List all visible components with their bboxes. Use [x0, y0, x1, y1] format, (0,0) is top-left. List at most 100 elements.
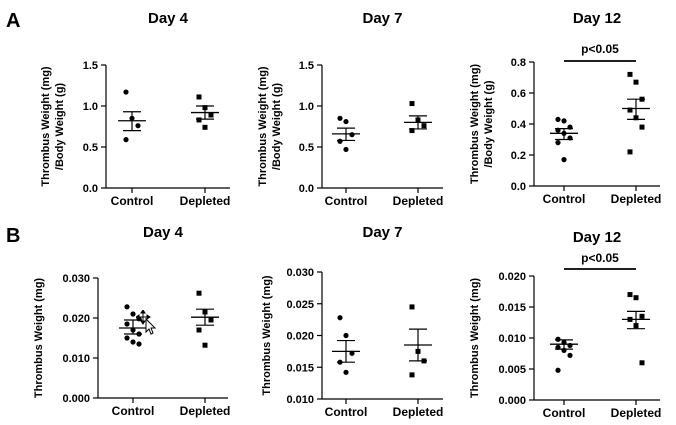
data-point — [130, 339, 136, 345]
data-point — [208, 317, 214, 323]
y-tick-label: 0.020 — [62, 313, 90, 325]
y-tick-label: 0.010 — [62, 353, 90, 365]
data-point — [627, 71, 633, 77]
data-point — [639, 360, 645, 366]
data-point — [202, 124, 208, 130]
data-point — [639, 124, 645, 130]
y-tick-label: 0.005 — [498, 364, 526, 376]
y-tick-label: 0.0 — [511, 181, 526, 193]
x-tick-label: Control — [111, 194, 154, 208]
chart-a-day7: Day 7 0.0 0.5 1.0 1.5 Control Depleted Thrombus… — [257, 10, 443, 208]
data-point — [208, 112, 214, 118]
data-point — [337, 315, 343, 321]
significance-label: p<0.05 — [581, 42, 619, 56]
data-point — [349, 132, 355, 138]
x-tick-label: Control — [543, 192, 586, 206]
data-point — [124, 321, 130, 327]
data-point — [555, 116, 561, 122]
y-tick-label: 0.4 — [511, 119, 527, 131]
chart-title: Day 12 — [573, 229, 621, 246]
y-axis-label: /Body Weight (g) — [271, 83, 283, 171]
y-axis-label: /Body Weight (g) — [483, 80, 495, 168]
chart-b-day12: Day 12 0.000 0.005 0.010 0.015 0.020 Control De… — [469, 229, 661, 420]
move-cursor-icon — [136, 310, 157, 335]
data-point — [196, 290, 202, 296]
data-point — [409, 304, 415, 310]
chart-title: Day 4 — [148, 10, 189, 27]
chart-title: Day 4 — [143, 224, 184, 241]
data-point — [343, 146, 349, 153]
data-point — [130, 311, 136, 317]
chart-a-day4: Day 4 0.0 0.5 1.0 1.5 Control Depleted Thrombus… — [40, 10, 230, 208]
x-tick-label: Depleted — [180, 194, 231, 208]
data-point — [567, 352, 573, 358]
data-point — [627, 149, 633, 155]
data-point — [421, 123, 427, 129]
x-tick-label: Control — [112, 404, 155, 418]
data-point — [627, 107, 633, 113]
y-tick-label: 0.030 — [286, 267, 314, 279]
y-tick-label: 0.030 — [62, 273, 90, 285]
x-tick-label: Control — [543, 406, 586, 420]
data-point — [337, 115, 343, 121]
y-tick-label: 0.5 — [299, 142, 314, 154]
significance-label: p<0.05 — [581, 251, 619, 265]
chart-b-day7: Day 7 0.010 0.015 0.020 0.025 0.030 Control Dep… — [261, 224, 443, 419]
data-point — [123, 89, 129, 95]
data-point — [343, 118, 349, 125]
y-tick-label: 0.025 — [286, 299, 314, 311]
data-point — [555, 140, 561, 146]
y-tick-label: 0.6 — [511, 88, 526, 100]
y-tick-label: 0.8 — [511, 57, 526, 69]
data-point — [124, 304, 130, 310]
y-tick-label: 0.010 — [498, 333, 526, 345]
data-point — [409, 101, 415, 107]
y-tick-label: 0.2 — [511, 150, 526, 162]
data-point — [633, 295, 639, 301]
y-tick-label: 0.010 — [286, 394, 314, 406]
y-tick-label: 0.000 — [498, 395, 526, 407]
data-point — [561, 118, 567, 124]
data-point — [337, 138, 343, 144]
panel-label-a: A — [6, 10, 20, 32]
x-tick-label: Depleted — [180, 404, 231, 418]
data-point — [633, 79, 639, 85]
y-axis-label: Thrombus Weight (mg) — [40, 66, 52, 187]
data-point — [343, 332, 349, 339]
data-point — [627, 292, 633, 298]
data-point — [196, 327, 202, 333]
y-tick-label: 0.0 — [83, 183, 98, 195]
y-axis-label: Thrombus Weight (mg) — [257, 66, 269, 187]
y-tick-label: 0.020 — [498, 271, 526, 283]
y-tick-label: 1.0 — [83, 101, 98, 113]
chart-b-day4: Day 4 0.000 0.010 0.020 0.030 Control Depleted… — [33, 224, 230, 418]
chart-title: Day 7 — [362, 10, 402, 27]
y-tick-label: 1.0 — [299, 101, 314, 113]
y-tick-label: 0.000 — [62, 393, 90, 405]
data-point — [124, 335, 130, 341]
x-tick-label: Depleted — [611, 406, 662, 420]
data-point — [196, 94, 202, 100]
data-point — [136, 341, 142, 347]
data-point — [409, 372, 415, 378]
data-point — [123, 137, 129, 143]
y-axis-label: Thrombus Weight (mg) — [469, 64, 481, 185]
y-tick-label: 1.5 — [299, 60, 314, 72]
data-point — [343, 369, 349, 375]
data-point — [196, 117, 202, 123]
x-tick-label: Depleted — [393, 194, 444, 208]
y-tick-label: 0.020 — [286, 331, 314, 343]
data-point — [561, 157, 567, 163]
x-tick-label: Control — [325, 194, 368, 208]
data-point — [202, 342, 208, 348]
data-point — [409, 128, 415, 134]
y-axis-label: /Body Weight (g) — [54, 83, 66, 171]
panel-label-b: B — [6, 225, 20, 247]
x-tick-label: Depleted — [393, 405, 444, 419]
data-point — [135, 123, 141, 129]
data-point — [639, 313, 645, 319]
chart-title: Day 7 — [362, 224, 402, 241]
y-axis-label: Thrombus Weight (mg) — [469, 278, 481, 399]
y-tick-label: 0.015 — [286, 362, 314, 374]
